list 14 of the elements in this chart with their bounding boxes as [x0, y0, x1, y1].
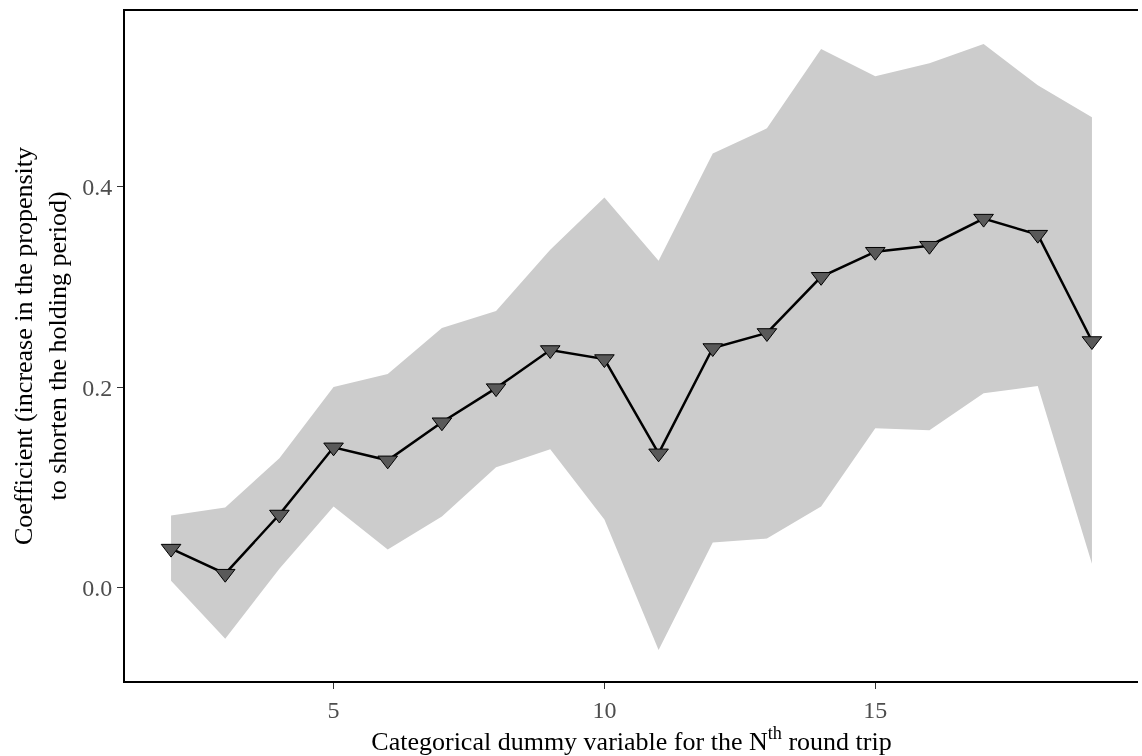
x-tick-label: 5	[327, 696, 340, 723]
y-tick-label: 0.0	[82, 575, 113, 602]
y-axis-title: Coefficient (increase in the propensity to shorten the holding period)	[9, 146, 73, 546]
point	[973, 213, 994, 228]
point	[919, 240, 940, 255]
x-tick-label: 15	[863, 696, 888, 723]
y-tick-label: 0.4	[82, 173, 113, 200]
point	[323, 442, 344, 457]
point	[594, 354, 615, 369]
y-tick-label: 0.2	[82, 374, 113, 401]
x-tick-label: 10	[592, 696, 617, 723]
point	[648, 448, 669, 463]
x-axis-title: Categorical dummy variable for the N$^{th}$ round trip	[371, 722, 892, 756]
point	[269, 509, 290, 524]
